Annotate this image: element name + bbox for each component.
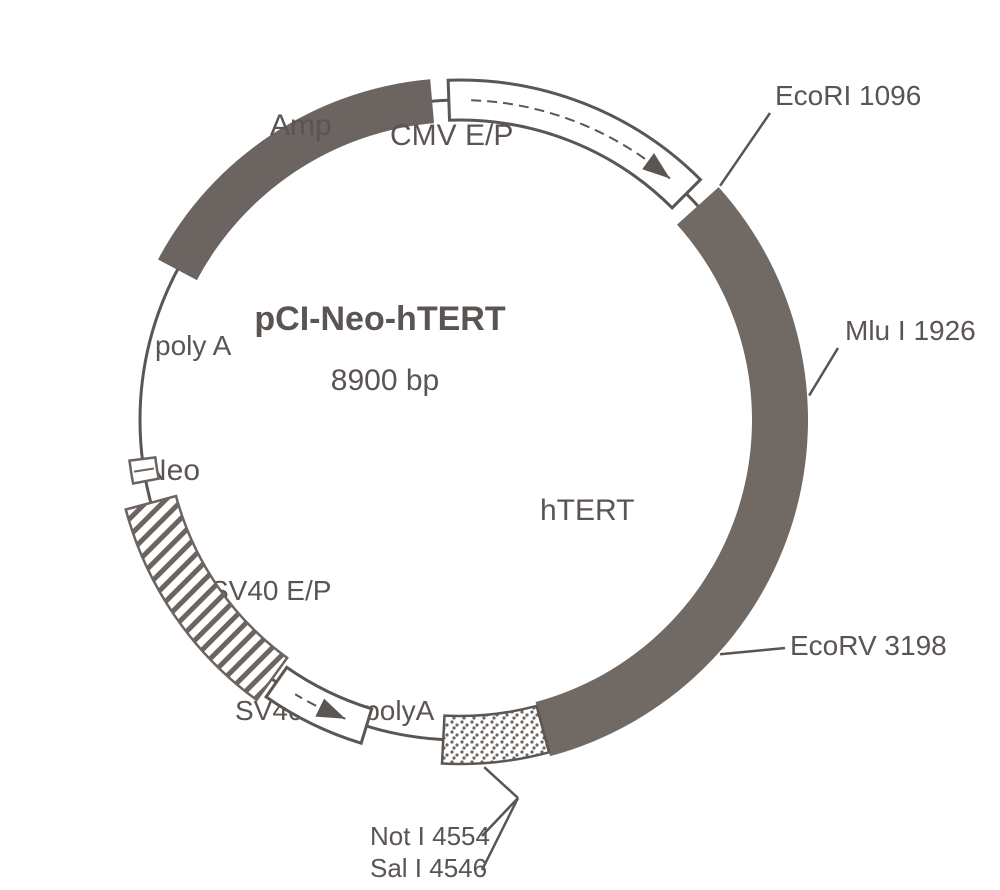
- plasmid-map: hTERTAmpCMV E/PSV40 late polyASV40 E/PNe…: [0, 0, 1000, 890]
- site-leader-notsal-b1: [482, 798, 518, 836]
- site-label-ecorv: EcoRV 3198: [790, 630, 947, 661]
- feature-label-htert: hTERT: [540, 494, 634, 527]
- site-leader-mlui: [809, 348, 838, 396]
- feature-htert: [536, 187, 808, 756]
- site-leader-ecori: [720, 113, 770, 186]
- site-label-ecori: EcoRI 1096: [775, 80, 921, 111]
- site-leader-notsal: [484, 767, 518, 798]
- site-label-noti: Not I 4554: [370, 821, 490, 851]
- site-leader-ecorv: [720, 648, 785, 654]
- feature-label-amp: Amp: [270, 109, 332, 142]
- site-label-mlui: Mlu I 1926: [845, 315, 976, 346]
- feature-sv40_ep: [266, 667, 372, 743]
- feature-label-cmv: CMV E/P: [390, 119, 513, 152]
- feature-label-polya: poly A: [155, 330, 232, 361]
- plasmid-name: pCI-Neo-hTERT: [254, 300, 505, 338]
- feature-sv40_late_polya: [442, 706, 549, 764]
- plasmid-size: 8900 bp: [331, 364, 439, 397]
- site-label-sali: Sal I 4546: [370, 853, 487, 883]
